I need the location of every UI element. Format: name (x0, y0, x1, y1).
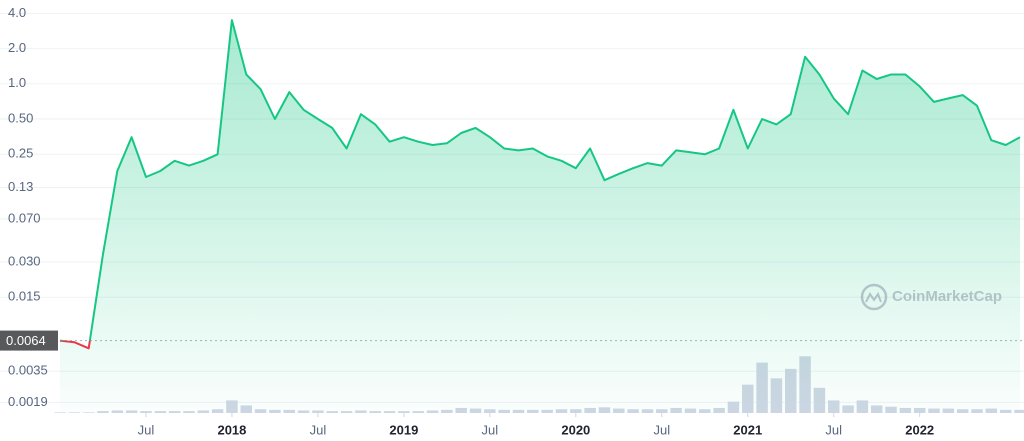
x-tick-label: 2022 (905, 422, 934, 437)
y-tick-label: 0.25 (8, 146, 33, 161)
x-tick-label: Jul (310, 422, 327, 437)
x-tick-label: Jul (825, 422, 842, 437)
y-tick-label: 1.0 (8, 75, 26, 90)
price-area (60, 20, 1020, 413)
x-tick-label: Jul (482, 422, 499, 437)
price-line (60, 19, 1021, 341)
y-tick-label: 0.015 (8, 289, 41, 304)
y-tick-label: 0.030 (8, 253, 41, 268)
watermark-logo (860, 283, 888, 311)
x-tick-label: 2018 (217, 422, 246, 437)
watermark-text: CoinMarketCap (892, 288, 1002, 305)
y-tick-label: 0.0035 (8, 363, 48, 378)
y-tick-label: 0.50 (8, 110, 33, 125)
y-tick-label: 2.0 (8, 40, 26, 55)
x-tick-label: 2021 (733, 422, 762, 437)
watermark: CoinMarketCap (860, 283, 1002, 311)
reference-label: 0.0064 (6, 333, 46, 348)
plot-layer (59, 19, 1021, 413)
x-tick-label: Jul (653, 422, 670, 437)
y-tick-label: 4.0 (8, 5, 26, 20)
x-tick-label: 2020 (561, 422, 590, 437)
watermark-logo-mark (865, 291, 882, 303)
y-tick-label: 0.0019 (8, 394, 48, 409)
x-tick-label: Jul (138, 422, 155, 437)
y-tick-label: 0.13 (8, 179, 33, 194)
y-tick-label: 0.070 (8, 210, 41, 225)
x-tick-label: 2019 (389, 422, 418, 437)
reference-label-box (0, 330, 58, 351)
label-layer: 4.0 2.0 1.0 0.50 0.25 0.13 0.070 0.030 0.015 0.00… (0, 5, 934, 437)
